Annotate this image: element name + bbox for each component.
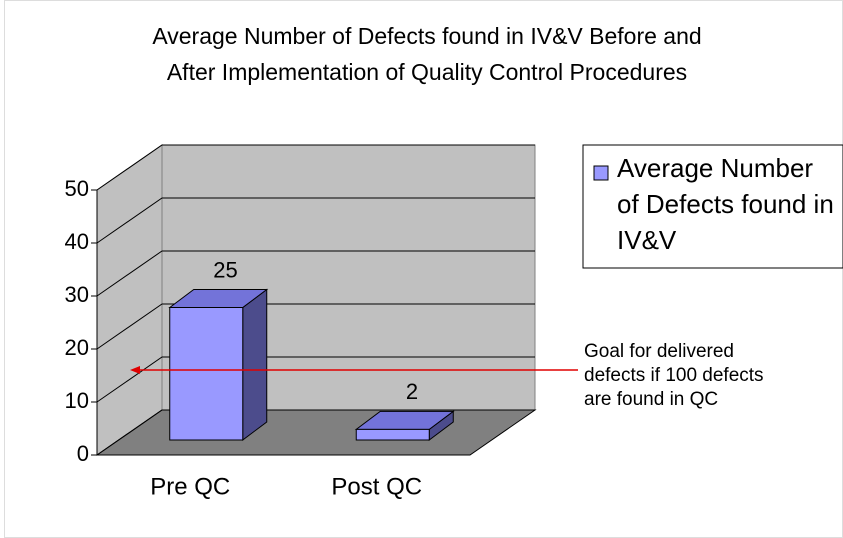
y-tick-label: 0 (77, 441, 89, 466)
bar-front (355, 428, 430, 441)
grid-line (96, 144, 535, 191)
bar (354, 410, 455, 441)
chart-title: Average Number of Defects found in IV&V … (152, 23, 702, 85)
legend-label: Average Number of Defects found in IV&V (617, 153, 834, 255)
value-label: 2 (406, 379, 418, 404)
grid-line (96, 409, 535, 456)
value-label: 25 (213, 257, 237, 282)
x-tick-label: Pre QC (150, 473, 230, 500)
y-tick-label: 10 (65, 388, 89, 413)
legend-text-box: Average Number of Defects found in IV&V (617, 153, 834, 255)
arrow-head (130, 366, 140, 374)
annotation: Goal for delivered defects if 100 defect… (584, 341, 764, 410)
side-wall (96, 144, 163, 456)
grid-line (96, 250, 535, 297)
plot-area: 0 10 20 30 40 50 25 Pre QC 2 Post QC (65, 144, 537, 500)
bar-side (242, 288, 268, 441)
annotation-box: Goal for delivered defects if 100 defect… (584, 341, 764, 410)
y-tick-label: 40 (65, 229, 89, 254)
y-tick-label: 50 (65, 176, 89, 201)
bar (168, 288, 269, 441)
legend-swatch (593, 165, 609, 181)
grid-line (96, 197, 535, 244)
grid-line (96, 303, 535, 350)
x-tick-label: Post QC (331, 473, 422, 500)
y-tick-label: 20 (65, 335, 89, 360)
legend-box (582, 144, 843, 269)
bar-front (169, 307, 244, 441)
y-tick-label: 30 (65, 282, 89, 307)
floor (95, 409, 537, 456)
grid-line (96, 356, 535, 403)
title-box: Average Number of Defects found in IV&V … (152, 23, 702, 85)
